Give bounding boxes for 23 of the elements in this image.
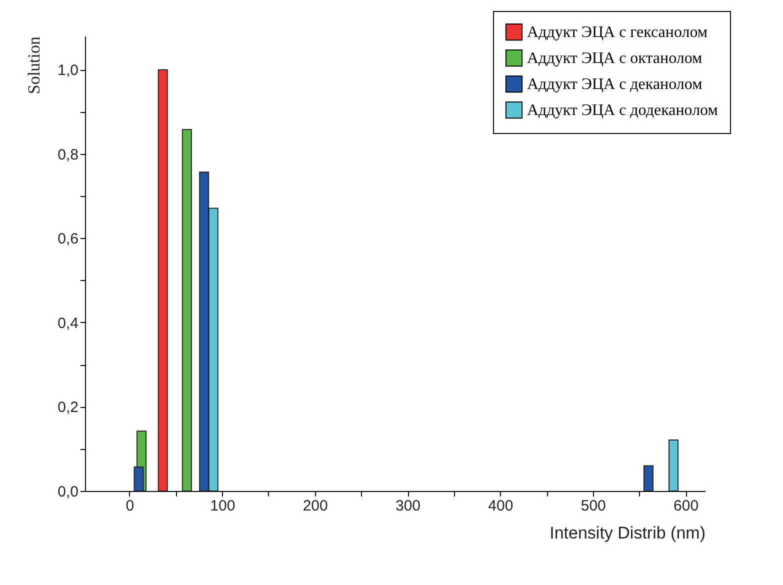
x-tick-label: 400 bbox=[488, 498, 514, 514]
bar bbox=[182, 129, 192, 492]
legend-label: Аддукт ЭЦА с гексанолом bbox=[527, 24, 708, 41]
legend-label: Аддукт ЭЦА с додеканолом bbox=[527, 102, 718, 119]
x-axis-title: Intensity Distrib (nm) bbox=[550, 524, 706, 542]
y-tick-label: 0,4 bbox=[58, 314, 78, 332]
bar bbox=[643, 465, 654, 492]
y-tick-label: 0,2 bbox=[58, 399, 78, 416]
x-tick-label: 300 bbox=[395, 498, 421, 514]
legend-label: Аддукт ЭЦА с октанолом bbox=[527, 50, 702, 67]
y-tick-label: 0,6 bbox=[58, 230, 78, 248]
x-tick-label: 600 bbox=[674, 498, 699, 514]
x-tick-label: 500 bbox=[580, 498, 606, 514]
legend-label: Аддукт ЭЦА с деканолом bbox=[527, 76, 702, 93]
bar bbox=[668, 440, 678, 492]
x-tick-label: 0 bbox=[126, 498, 134, 514]
y-tick-label: 0,0 bbox=[58, 484, 78, 500]
bar bbox=[158, 69, 168, 492]
y-tick-label: 0,8 bbox=[58, 146, 78, 164]
y-axis-title: Solution bbox=[24, 36, 44, 94]
y-tick-label: 1,0 bbox=[58, 62, 78, 80]
x-tick-label: 200 bbox=[302, 498, 328, 514]
x-tick-label: 100 bbox=[210, 498, 236, 514]
